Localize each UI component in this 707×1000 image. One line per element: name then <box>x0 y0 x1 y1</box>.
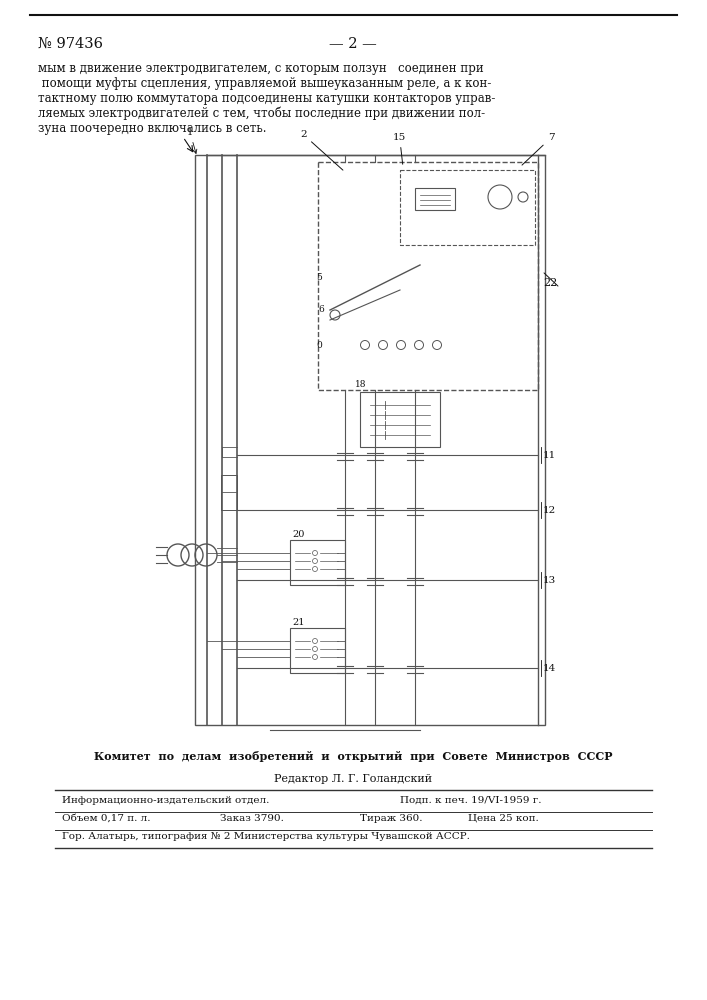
Text: 1: 1 <box>187 128 197 153</box>
Text: ляемых электродвигателей с тем, чтобы последние при движении пол-: ляемых электродвигателей с тем, чтобы по… <box>38 106 485 120</box>
Text: Подп. к печ. 19/VI-1959 г.: Подп. к печ. 19/VI-1959 г. <box>400 796 542 805</box>
Text: Информационно-издательский отдел.: Информационно-издательский отдел. <box>62 796 269 805</box>
Text: Комитет  по  делам  изобретений  и  открытий  при  Совете  Министров  СССР: Комитет по делам изобретений и открытий … <box>94 751 612 762</box>
Text: Тираж 360.: Тираж 360. <box>360 814 423 823</box>
Text: 0: 0 <box>316 341 322 350</box>
Text: Объем 0,17 п. л.: Объем 0,17 п. л. <box>62 814 151 823</box>
Text: № 97436: № 97436 <box>38 37 103 51</box>
Text: 11: 11 <box>543 451 556 460</box>
Bar <box>221 475 237 510</box>
Text: 12: 12 <box>543 506 556 515</box>
Text: 5: 5 <box>316 273 322 282</box>
Text: Редактор Л. Г. Голандский: Редактор Л. Г. Голандский <box>274 774 432 784</box>
Text: зуна поочередно включались в сеть.: зуна поочередно включались в сеть. <box>38 122 267 135</box>
Text: Цена 25 коп.: Цена 25 коп. <box>468 814 539 823</box>
Text: 13: 13 <box>543 576 556 585</box>
Bar <box>318 162 538 390</box>
Text: 21: 21 <box>292 618 305 627</box>
Text: тактному полю коммутатора подсоединены катушки контакторов управ-: тактному полю коммутатора подсоединены к… <box>38 92 496 105</box>
Text: 6: 6 <box>318 305 324 314</box>
Text: 2: 2 <box>300 130 343 170</box>
Text: 14: 14 <box>543 664 556 673</box>
Text: 15: 15 <box>393 133 407 164</box>
Bar <box>290 540 345 585</box>
Text: 18: 18 <box>355 380 366 389</box>
Bar <box>360 392 440 447</box>
Bar <box>415 188 455 210</box>
Text: мым в движение электродвигателем, с которым ползун   соединен при: мым в движение электродвигателем, с кото… <box>38 62 484 75</box>
Bar <box>400 170 535 245</box>
Bar <box>290 628 345 673</box>
Text: помощи муфты сцепления, управляемой вышеуказанным реле, а к кон-: помощи муфты сцепления, управляемой выше… <box>38 77 491 90</box>
Text: — 2 —: — 2 — <box>329 37 377 51</box>
Text: Гор. Алатырь, типография № 2 Министерства культуры Чувашской АССР.: Гор. Алатырь, типография № 2 Министерств… <box>62 832 470 841</box>
Text: 7: 7 <box>522 133 554 165</box>
Bar <box>195 155 545 725</box>
Text: 22: 22 <box>543 278 557 288</box>
Text: 20: 20 <box>292 530 305 539</box>
Text: Заказ 3790.: Заказ 3790. <box>220 814 284 823</box>
